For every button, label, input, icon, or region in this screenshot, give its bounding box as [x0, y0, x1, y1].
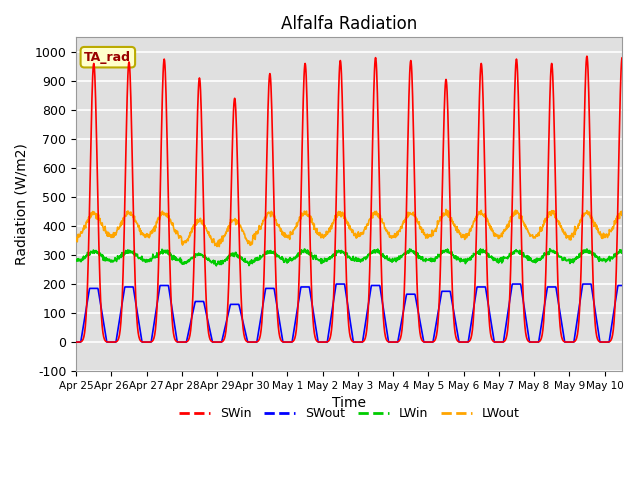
X-axis label: Time: Time [332, 396, 366, 410]
Legend: SWin, SWout, LWin, LWout: SWin, SWout, LWin, LWout [173, 402, 525, 425]
Text: TA_rad: TA_rad [84, 51, 131, 64]
Y-axis label: Radiation (W/m2): Radiation (W/m2) [15, 144, 29, 265]
Title: Alfalfa Radiation: Alfalfa Radiation [281, 15, 417, 33]
